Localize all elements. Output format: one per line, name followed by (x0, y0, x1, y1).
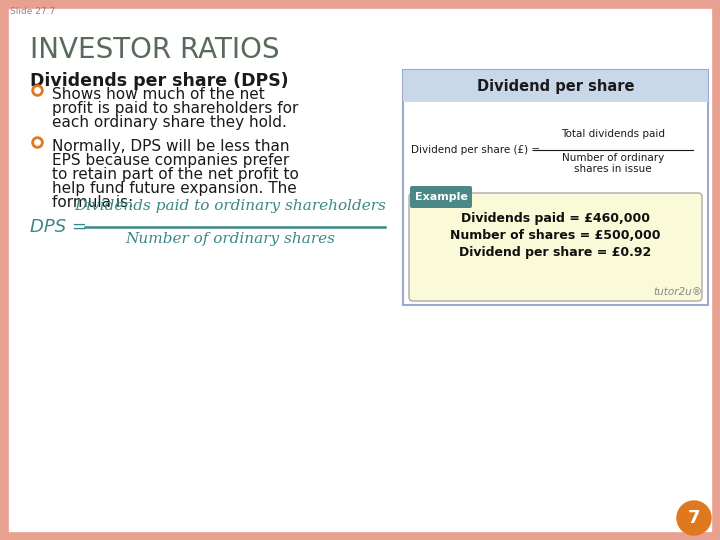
Text: Dividend per share (£) =: Dividend per share (£) = (411, 145, 540, 155)
Text: Normally, DPS will be less than: Normally, DPS will be less than (52, 139, 289, 154)
Text: INVESTOR RATIOS: INVESTOR RATIOS (30, 36, 279, 64)
FancyBboxPatch shape (403, 70, 708, 305)
Text: shares in issue: shares in issue (574, 164, 652, 174)
Text: Dividends paid = £460,000: Dividends paid = £460,000 (461, 212, 650, 225)
Text: profit is paid to shareholders for: profit is paid to shareholders for (52, 101, 298, 116)
Text: tutor2u®: tutor2u® (653, 287, 702, 297)
Text: each ordinary share they hold.: each ordinary share they hold. (52, 115, 287, 130)
Text: Shows how much of the net: Shows how much of the net (52, 87, 265, 102)
Text: Dividends paid to ordinary shareholders: Dividends paid to ordinary shareholders (74, 199, 386, 213)
Text: Total dividends paid: Total dividends paid (561, 129, 665, 139)
Text: DPS =: DPS = (30, 218, 87, 236)
Text: Dividend per share = £0.92: Dividend per share = £0.92 (459, 246, 652, 259)
Text: Dividends per share (DPS): Dividends per share (DPS) (30, 72, 289, 90)
Text: Number of ordinary shares: Number of ordinary shares (125, 232, 335, 246)
Text: 7: 7 (688, 509, 701, 527)
FancyBboxPatch shape (403, 70, 708, 102)
Text: Slide 27.7: Slide 27.7 (10, 7, 55, 16)
FancyBboxPatch shape (410, 186, 472, 208)
FancyBboxPatch shape (409, 193, 702, 301)
Text: Dividend per share: Dividend per share (477, 78, 634, 93)
Text: help fund future expansion. The: help fund future expansion. The (52, 181, 297, 196)
Text: Example: Example (415, 192, 467, 202)
Text: EPS because companies prefer: EPS because companies prefer (52, 153, 289, 168)
Text: formula is:: formula is: (52, 195, 133, 210)
Text: to retain part of the net profit to: to retain part of the net profit to (52, 167, 299, 182)
Text: Number of ordinary: Number of ordinary (562, 153, 664, 163)
Circle shape (677, 501, 711, 535)
Text: Number of shares = £500,000: Number of shares = £500,000 (450, 229, 661, 242)
